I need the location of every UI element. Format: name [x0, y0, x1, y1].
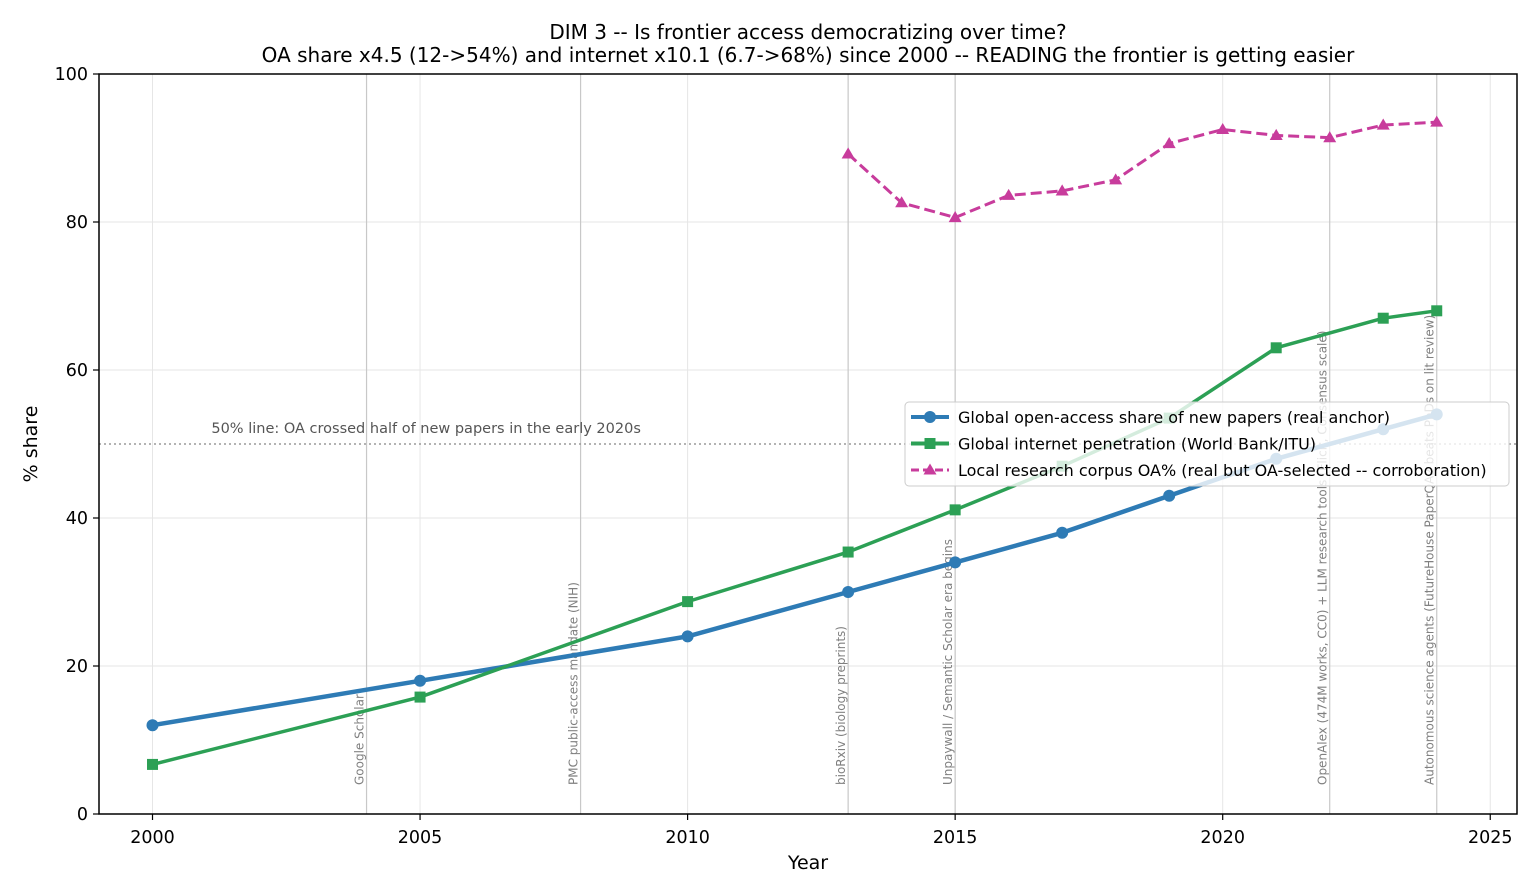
y-tick-label: 100 [55, 65, 88, 85]
chart-subtitle: OA share x4.5 (12->54%) and internet x10… [262, 43, 1355, 67]
data-point [1216, 123, 1230, 135]
data-point [414, 691, 426, 703]
legend-marker [924, 438, 936, 449]
legend: Global open-access share of new papers (… [904, 401, 1510, 487]
data-point [147, 758, 159, 770]
data-point [1377, 312, 1389, 324]
data-point [414, 674, 427, 687]
data-point [146, 719, 159, 732]
event-label: Google Scholar [353, 694, 367, 785]
data-point [1163, 489, 1176, 502]
legend-box [904, 401, 1510, 487]
x-tick-label: 2015 [933, 828, 978, 848]
y-tick-label: 80 [66, 213, 88, 233]
x-tick-label: 2010 [665, 828, 710, 848]
data-point [1269, 128, 1283, 140]
data-point [682, 596, 694, 608]
data-point [895, 196, 909, 208]
series-line [152, 309, 1437, 767]
data-point [1055, 184, 1069, 196]
data-point [842, 546, 854, 558]
legend-marker [923, 463, 937, 475]
data-point [1431, 305, 1443, 317]
legend-label: Global open-access share of new papers (… [958, 408, 1390, 427]
data-point [1056, 526, 1069, 539]
axes: 2000 2005 2010 2015 2020 2025 0 20 40 60 80 100 [55, 65, 1518, 848]
data-point [681, 630, 694, 643]
series-3 [841, 115, 1444, 223]
data-point [1162, 137, 1176, 149]
y-axis-label: % share [20, 406, 42, 483]
data-point [1430, 115, 1444, 127]
event-label: OpenAlex (474M works, CC0) + LLM researc… [1316, 331, 1330, 785]
y-tick-label: 60 [66, 361, 88, 381]
data-point [949, 556, 962, 569]
data-point [949, 504, 961, 516]
data-point [1270, 342, 1282, 354]
plot-frame [98, 73, 1518, 815]
y-tick-label: 0 [77, 805, 88, 825]
x-tick-label: 2025 [1468, 828, 1513, 848]
legend-label: Local research corpus OA% (real but OA-s… [958, 461, 1487, 480]
chart-title: DIM 3 -- Is frontier access democratizin… [549, 20, 1066, 44]
event-label: Autonomous science agents (FutureHouse P… [1423, 315, 1437, 785]
event-label: PMC public-access mandate (NIH) [567, 582, 581, 785]
legend-label: Global internet penetration (World Bank/… [958, 435, 1316, 454]
data-point [948, 211, 962, 223]
data-point [1002, 188, 1016, 200]
data-point [841, 147, 855, 159]
x-tick-label: 2005 [398, 828, 443, 848]
series-line [847, 120, 1437, 220]
legend-marker [924, 411, 936, 423]
x-tick-label: 2020 [1200, 828, 1245, 848]
data-point [1323, 131, 1337, 143]
event-label: bioRxiv (biology preprints) [834, 626, 848, 785]
x-axis-label: Year [787, 852, 828, 874]
y-tick-label: 20 [66, 657, 88, 677]
x-tick-label: 2000 [130, 828, 175, 848]
y-tick-label: 40 [66, 509, 88, 529]
data-point [1109, 173, 1123, 185]
reference-label: 50% line: OA crossed half of new papers … [211, 421, 641, 437]
data-point [842, 586, 855, 598]
data-point [1376, 118, 1390, 130]
series-2 [147, 305, 1443, 770]
event-label: Unpaywall / Semantic Scholar era begins [941, 539, 955, 785]
